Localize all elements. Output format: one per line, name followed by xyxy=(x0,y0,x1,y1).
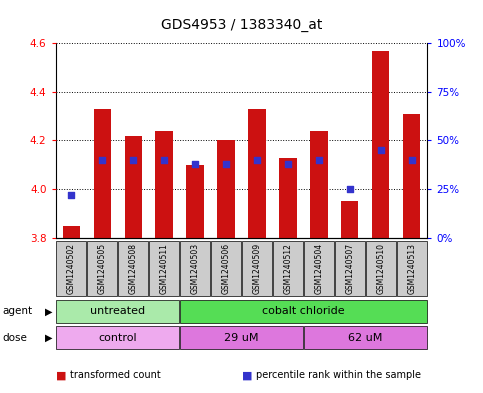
Bar xyxy=(181,300,426,323)
Bar xyxy=(186,165,203,238)
Bar xyxy=(181,326,302,349)
Bar xyxy=(403,114,421,238)
Bar xyxy=(335,241,365,296)
Bar xyxy=(372,51,389,238)
Text: GSM1240508: GSM1240508 xyxy=(128,243,138,294)
Text: control: control xyxy=(98,333,137,343)
Text: 62 uM: 62 uM xyxy=(348,333,383,343)
Point xyxy=(160,157,168,163)
Text: GSM1240502: GSM1240502 xyxy=(67,243,75,294)
Text: GSM1240503: GSM1240503 xyxy=(190,242,199,294)
Text: GSM1240507: GSM1240507 xyxy=(345,242,355,294)
Point xyxy=(408,157,416,163)
Bar xyxy=(217,141,235,238)
Text: GSM1240511: GSM1240511 xyxy=(159,243,169,294)
Text: 29 uM: 29 uM xyxy=(224,333,259,343)
Bar xyxy=(273,241,302,296)
Bar xyxy=(248,109,266,238)
Bar xyxy=(311,131,327,238)
Point xyxy=(284,161,292,167)
Text: GSM1240504: GSM1240504 xyxy=(314,242,324,294)
Text: untreated: untreated xyxy=(90,307,145,316)
Bar xyxy=(62,226,80,238)
Text: ■: ■ xyxy=(56,370,66,380)
Bar xyxy=(304,326,426,349)
Bar xyxy=(94,109,111,238)
Text: GSM1240512: GSM1240512 xyxy=(284,243,293,294)
Point xyxy=(222,161,230,167)
Text: percentile rank within the sample: percentile rank within the sample xyxy=(256,370,421,380)
Point xyxy=(67,192,75,198)
Text: ■: ■ xyxy=(242,370,252,380)
Text: GSM1240505: GSM1240505 xyxy=(98,242,107,294)
Bar xyxy=(57,241,85,296)
Point xyxy=(346,186,354,192)
Bar xyxy=(156,131,172,238)
Bar xyxy=(118,241,148,296)
Text: GSM1240513: GSM1240513 xyxy=(408,243,416,294)
Point xyxy=(253,157,261,163)
Bar xyxy=(87,241,116,296)
Bar xyxy=(367,241,396,296)
Bar xyxy=(125,136,142,238)
Point xyxy=(129,157,137,163)
Text: transformed count: transformed count xyxy=(70,370,161,380)
Text: GSM1240506: GSM1240506 xyxy=(222,242,230,294)
Text: ▶: ▶ xyxy=(44,307,52,316)
Bar xyxy=(242,241,271,296)
Bar xyxy=(304,241,334,296)
Point xyxy=(191,161,199,167)
Point xyxy=(315,157,323,163)
Text: GSM1240510: GSM1240510 xyxy=(376,243,385,294)
Text: agent: agent xyxy=(2,307,32,316)
Text: GSM1240509: GSM1240509 xyxy=(253,242,261,294)
Bar xyxy=(149,241,179,296)
Bar xyxy=(181,241,210,296)
Text: ▶: ▶ xyxy=(44,333,52,343)
Bar xyxy=(341,201,358,238)
Text: cobalt chloride: cobalt chloride xyxy=(262,307,345,316)
Point xyxy=(98,157,106,163)
Bar xyxy=(57,326,179,349)
Bar xyxy=(280,158,297,238)
Bar xyxy=(212,241,241,296)
Text: GDS4953 / 1383340_at: GDS4953 / 1383340_at xyxy=(161,18,322,32)
Point xyxy=(377,147,385,153)
Text: dose: dose xyxy=(2,333,28,343)
Bar xyxy=(57,300,179,323)
Bar xyxy=(398,241,426,296)
